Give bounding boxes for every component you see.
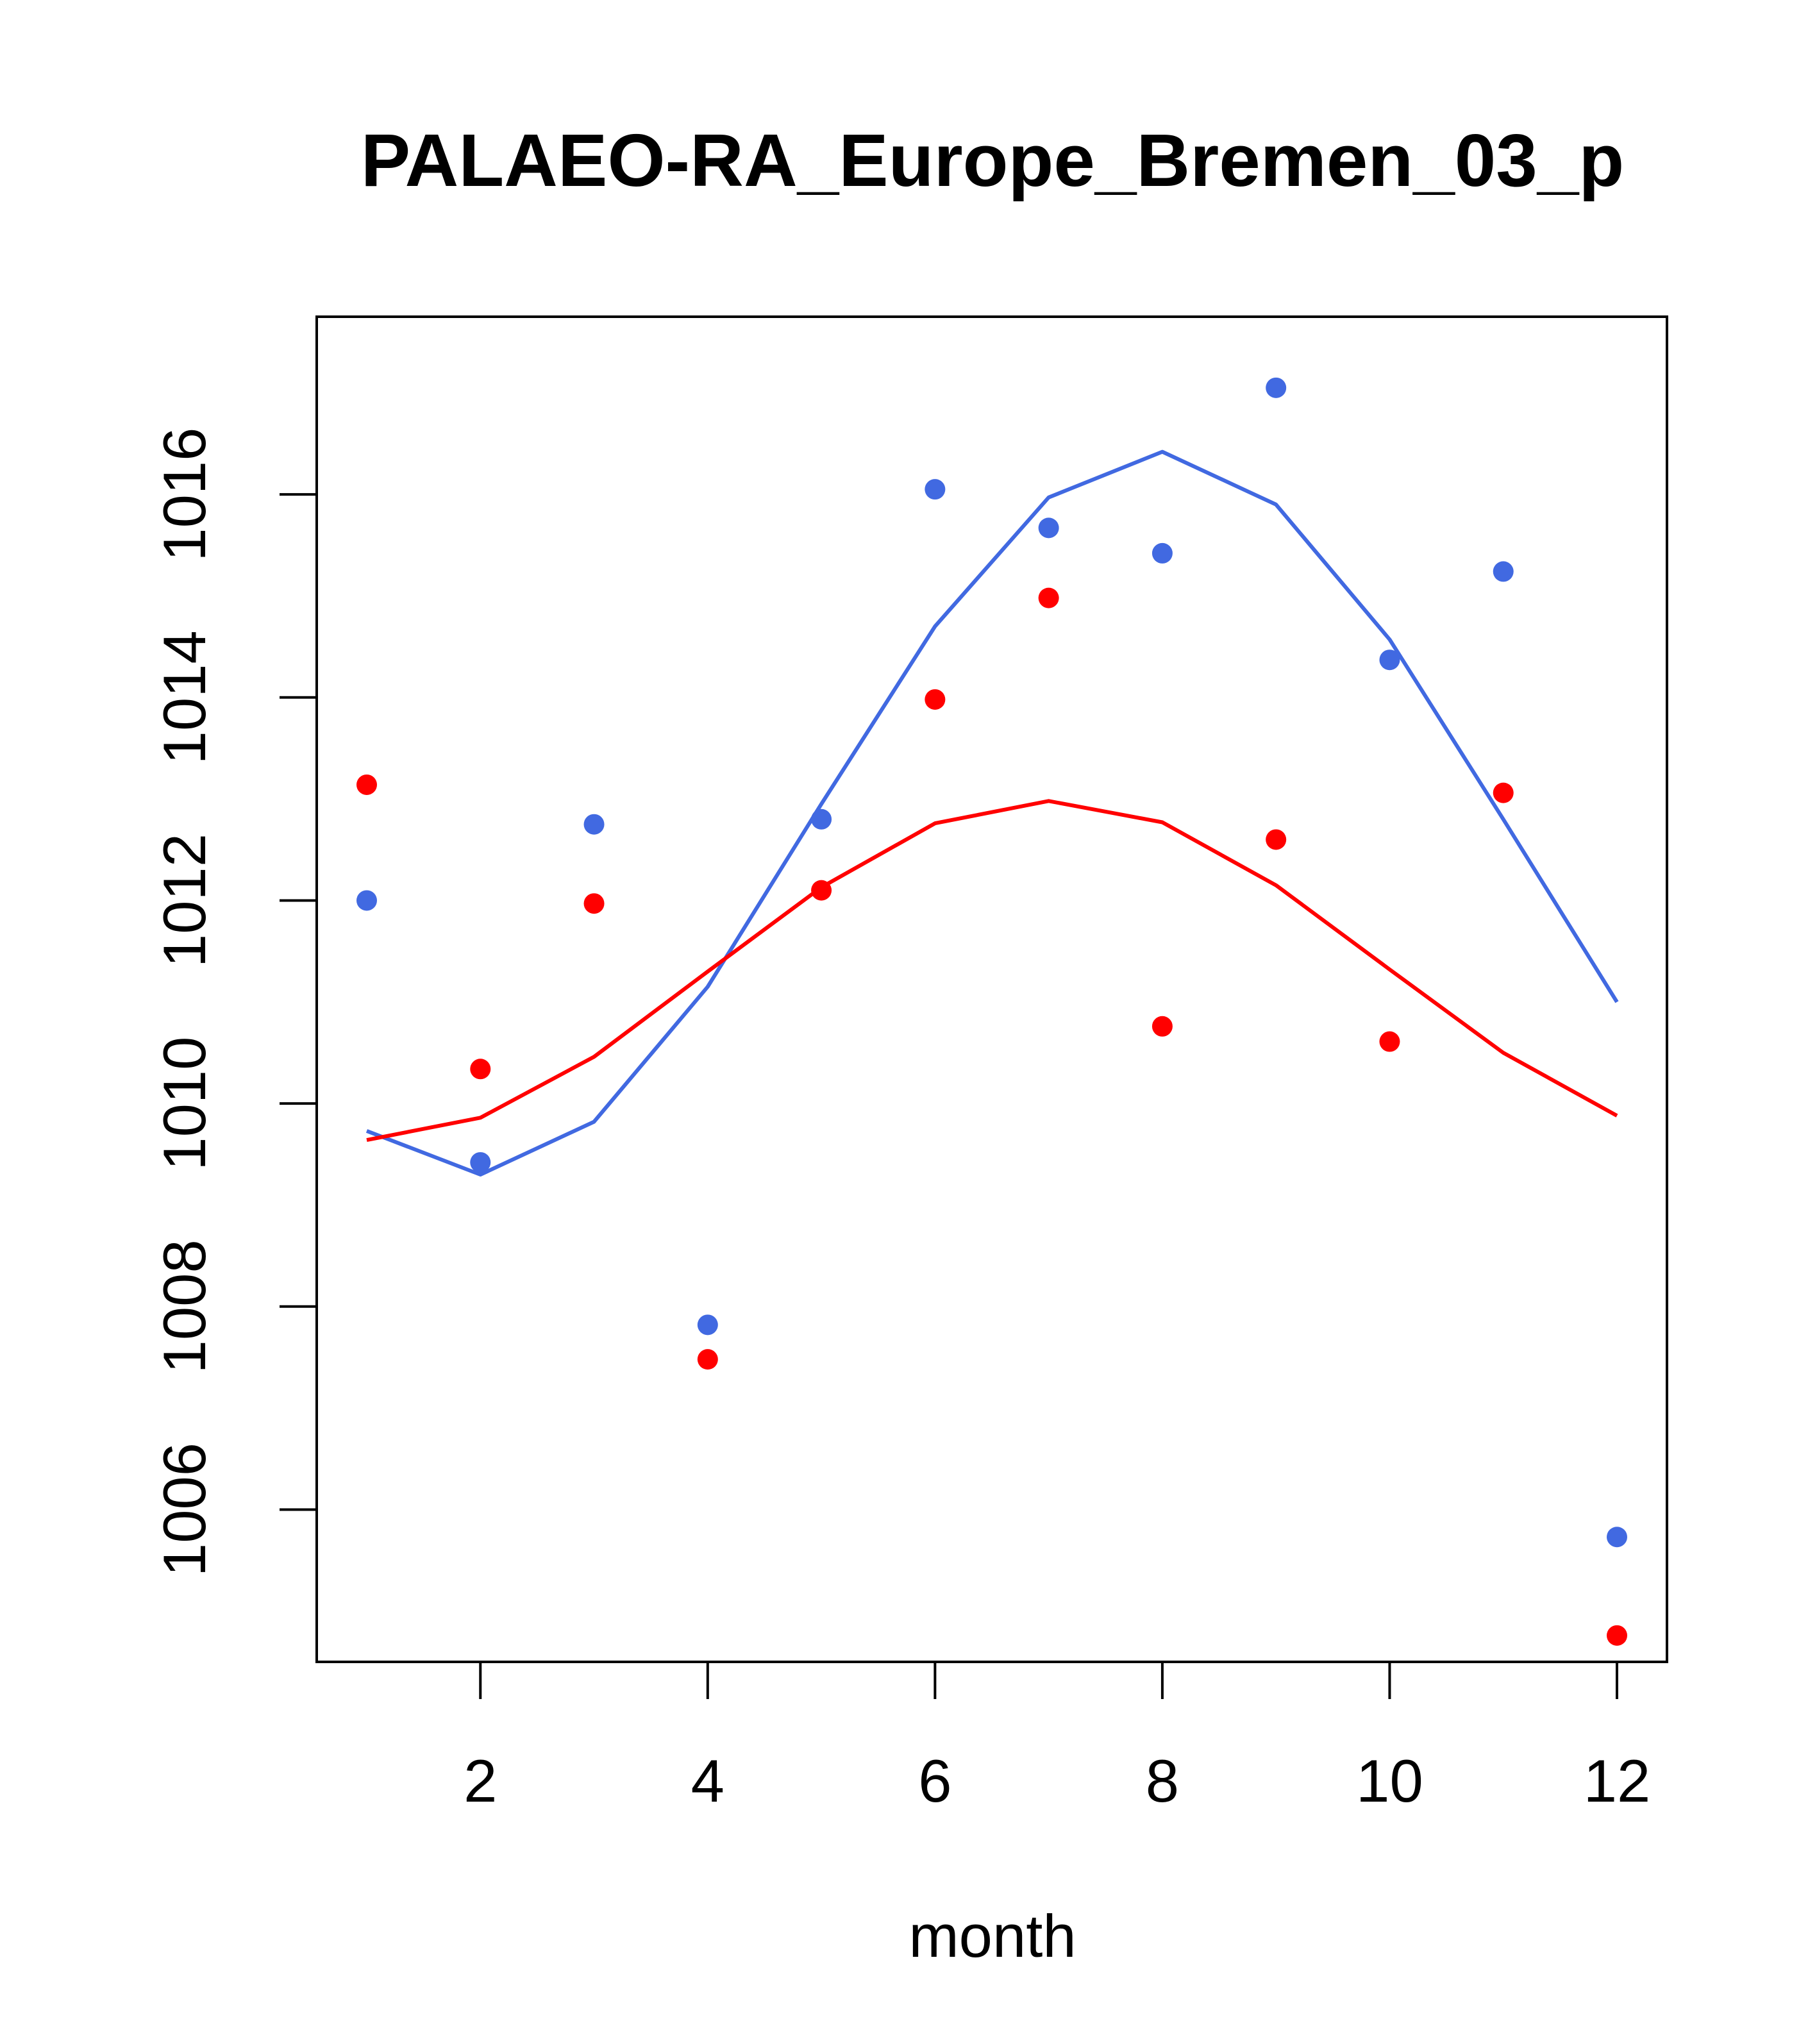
x-tick-label: 4 (691, 1747, 724, 1814)
y-tick-label: 1014 (151, 630, 218, 764)
data-point-blue-points (697, 1314, 718, 1336)
data-point-red-points (1151, 1016, 1173, 1037)
y-tick-label: 1006 (151, 1443, 218, 1577)
data-point-blue-points (1038, 517, 1059, 539)
data-point-blue-points (1266, 377, 1287, 398)
data-point-blue-points (356, 890, 377, 911)
data-point-blue-points (583, 814, 605, 835)
data-point-blue-points (925, 479, 946, 500)
data-point-red-points (925, 689, 946, 710)
data-point-red-points (583, 893, 605, 914)
data-point-blue-points (470, 1152, 491, 1173)
data-point-red-points (1379, 1031, 1400, 1052)
x-tick-label: 8 (1146, 1747, 1179, 1814)
series-line-blue-line (365, 449, 1619, 1177)
data-point-blue-points (811, 808, 832, 830)
data-point-red-points (1266, 829, 1287, 850)
data-point-red-points (1038, 587, 1059, 608)
data-point-red-points (811, 880, 832, 901)
data-point-red-points (356, 774, 377, 795)
data-point-blue-points (1607, 1527, 1627, 1548)
y-tick-label: 1012 (151, 834, 218, 968)
y-axis: 1006 1008 1010 1012 1014 1016 (151, 428, 318, 1577)
series-lines (365, 449, 1619, 1177)
x-tick-label: 12 (1584, 1747, 1651, 1814)
data-point-blue-points (1379, 649, 1400, 671)
y-tick-label: 1010 (151, 1037, 218, 1171)
chart-title: PALAEO-RA_Europe_Bremen_03_p (361, 119, 1624, 202)
data-point-red-points (1493, 782, 1514, 803)
data-point-red-points (697, 1349, 718, 1370)
series-points (356, 377, 1627, 1646)
series-line-red-line (366, 799, 1618, 1143)
x-tick-label: 2 (464, 1747, 497, 1814)
data-point-red-points (470, 1059, 491, 1080)
x-axis: 2 4 6 8 10 12 (464, 1661, 1651, 1814)
y-tick-label: 1008 (151, 1239, 218, 1373)
x-tick-label: 6 (918, 1747, 951, 1814)
data-point-blue-points (1151, 542, 1173, 564)
data-point-blue-points (1493, 561, 1514, 582)
data-point-red-points (1607, 1625, 1627, 1646)
y-tick-label: 1016 (151, 428, 218, 562)
x-axis-label: month (908, 1902, 1076, 1970)
x-tick-label: 10 (1356, 1747, 1423, 1814)
